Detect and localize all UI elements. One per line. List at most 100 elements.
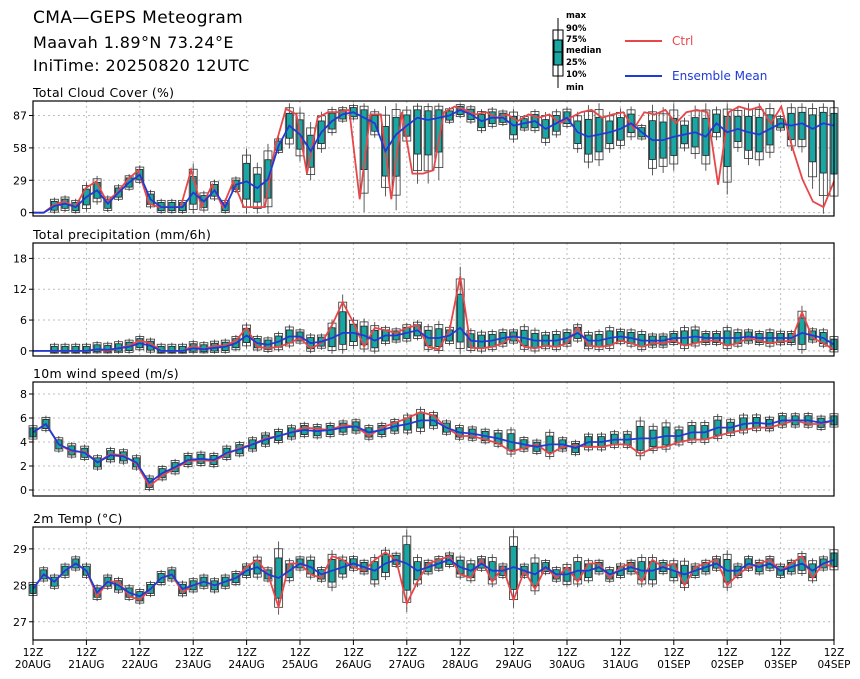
box-outer xyxy=(391,552,401,567)
box-outer xyxy=(733,110,743,148)
x-tick-date: 21AUG xyxy=(68,659,104,671)
box-outer xyxy=(754,559,764,575)
box-outer xyxy=(252,167,262,209)
box-outer xyxy=(413,105,422,171)
x-tick-hour: 12Z xyxy=(236,647,257,659)
box-outer xyxy=(434,105,444,169)
x-tick-hour: 12Z xyxy=(717,647,738,659)
box-iqr xyxy=(93,344,101,353)
box-outer xyxy=(571,440,581,456)
panel-frame xyxy=(32,242,835,357)
box-outer xyxy=(93,455,102,470)
x-tick-hour: 12Z xyxy=(824,647,845,659)
box-outer xyxy=(519,563,529,578)
box-outer xyxy=(170,460,180,475)
x-tick-date: 24AUG xyxy=(228,659,264,671)
x-tick-hour: 12Z xyxy=(397,647,418,659)
box-outer xyxy=(712,556,721,571)
y-tick-label: 18 xyxy=(13,252,27,265)
box-iqr xyxy=(435,109,443,153)
x-tick-hour: 12Z xyxy=(130,647,151,659)
x-tick-hour: 12Z xyxy=(610,647,631,659)
box-outer xyxy=(82,563,91,578)
ctrl-line xyxy=(32,411,835,488)
box-outer xyxy=(637,125,647,140)
panel-title: 10m wind speed (m/s) xyxy=(33,366,179,381)
box-outer xyxy=(744,556,753,571)
box-iqr xyxy=(50,345,58,353)
chart-title: CMA—GEPS Meteogram xyxy=(33,8,244,28)
box-iqr xyxy=(414,109,421,155)
box-outer xyxy=(274,333,284,351)
box-outer xyxy=(82,343,91,354)
y-tick-label: 58 xyxy=(13,142,27,155)
y-tick-label: 0 xyxy=(20,345,27,358)
box-outer xyxy=(114,185,123,200)
box-iqr xyxy=(339,311,347,345)
box-outer xyxy=(776,563,785,578)
x-tick-date: 27AUG xyxy=(389,659,425,671)
box-outer xyxy=(284,107,294,145)
x-tick-date: 25AUG xyxy=(282,659,318,671)
box-outer xyxy=(295,112,305,157)
legend-mean-label: Ensemble Mean xyxy=(672,69,767,83)
box-outer xyxy=(754,109,764,161)
box-outer xyxy=(626,109,636,138)
box-outer xyxy=(669,109,679,165)
box-iqr xyxy=(168,345,176,353)
box-outer xyxy=(284,560,294,582)
legend-box-label: 25% xyxy=(566,58,587,68)
ensemble-mean-line xyxy=(32,558,835,598)
ensemble-mean-line xyxy=(33,108,835,214)
x-tick-date: 29AUG xyxy=(495,659,531,671)
box-iqr xyxy=(403,544,411,591)
box-iqr xyxy=(798,111,806,140)
box-outer xyxy=(808,108,818,178)
location-label: Maavah 1.89°N 73.24°E xyxy=(33,33,234,52)
box-iqr xyxy=(819,111,827,174)
box-iqr xyxy=(72,345,80,353)
box-iqr xyxy=(456,293,464,343)
box-outer xyxy=(818,556,828,571)
box-outer xyxy=(103,196,113,211)
box-outer xyxy=(818,106,828,197)
box-iqr xyxy=(424,110,432,156)
box-outer xyxy=(370,557,380,585)
box-outer xyxy=(413,321,422,339)
panel-title: 2m Temp (°C) xyxy=(33,511,123,526)
box-outer xyxy=(541,560,551,575)
legend-box-outer xyxy=(552,29,564,77)
box-outer xyxy=(530,557,540,592)
x-tick-date: 01SEP xyxy=(657,659,690,671)
ctrl-line xyxy=(32,551,835,611)
y-tick-label: 87 xyxy=(13,110,27,123)
box-outer xyxy=(248,437,258,452)
box-outer xyxy=(701,109,711,165)
box-outer xyxy=(71,556,81,571)
box-outer xyxy=(370,111,380,136)
box-outer xyxy=(338,556,348,578)
x-tick-hour: 12Z xyxy=(450,647,471,659)
box-outer xyxy=(92,585,102,600)
box-outer xyxy=(210,181,219,200)
box-outer xyxy=(71,343,81,354)
box-outer xyxy=(156,571,166,586)
panel-frame xyxy=(32,526,835,641)
legend-box-label: min xyxy=(566,83,584,93)
panel-1: 0 29 58 87 Total Cloud Cover (%) xyxy=(13,85,839,220)
box-outer xyxy=(60,563,70,578)
legend-box-label: max xyxy=(566,11,587,21)
box-iqr xyxy=(392,116,400,177)
legend-box-label: 75% xyxy=(566,35,587,45)
y-tick-label: 28 xyxy=(13,579,27,592)
panel-title: Total precipitation (mm/6h) xyxy=(32,227,211,242)
box-outer xyxy=(359,321,369,350)
box-outer xyxy=(103,342,113,354)
x-tick-date: 03SEP xyxy=(764,659,797,671)
box-iqr xyxy=(798,317,806,345)
legend-box-label: 90% xyxy=(566,24,587,34)
x-tick-date: 04SEP xyxy=(818,659,851,671)
box-outer xyxy=(39,567,49,582)
box-outer xyxy=(82,185,91,209)
box-iqr xyxy=(61,345,69,353)
